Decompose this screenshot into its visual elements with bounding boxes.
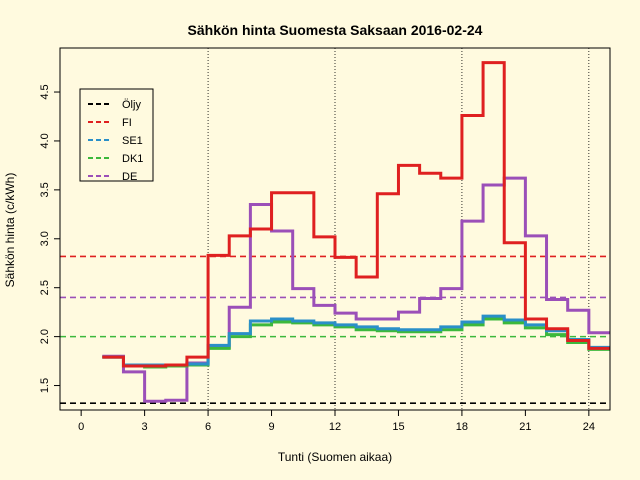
x-tick-label-9: 9	[268, 421, 274, 433]
series-group	[102, 61, 610, 403]
legend-label-dk1: DK1	[122, 153, 143, 165]
legend: Öljy FI SE1 DK1 DE	[79, 88, 154, 183]
x-tick-label-0: 0	[78, 421, 84, 433]
x-tick-label-15: 15	[392, 421, 404, 433]
x-tick-label-21: 21	[519, 421, 531, 433]
x-axis-label: Tunti (Suomen aikaa)	[278, 450, 392, 464]
y-tick-label-2.5: 2.5	[39, 280, 51, 295]
y-tick-label-2: 2.0	[39, 329, 51, 344]
series-line-fi	[102, 61, 610, 368]
legend-label-de: DE	[122, 171, 137, 183]
series-line-de	[102, 176, 610, 403]
x-tick-label-24: 24	[583, 421, 595, 433]
y-tick-label-4: 4.0	[39, 133, 51, 148]
x-tick-label-6: 6	[205, 421, 211, 433]
y-axis-label: Sähkön hinta (c/kWh)	[3, 173, 17, 288]
x-tick-label-3: 3	[142, 421, 148, 433]
legend-box	[79, 88, 154, 182]
chart-title: Sähkön hinta Suomesta Saksaan 2016-02-24	[188, 22, 483, 38]
y-tick-label-3.5: 3.5	[39, 182, 51, 197]
x-tick-label-12: 12	[329, 421, 341, 433]
legend-label-se1: SE1	[122, 135, 143, 147]
y-tick-label-3: 3.0	[39, 231, 51, 246]
y-tick-label-4.5: 4.5	[39, 84, 51, 99]
legend-label-oljy: Öljy	[122, 99, 141, 111]
plot-frame	[59, 47, 611, 411]
legend-label-fi: FI	[122, 117, 132, 129]
y-tick-label-1.5: 1.5	[39, 378, 51, 393]
x-tick-label-18: 18	[456, 421, 468, 433]
